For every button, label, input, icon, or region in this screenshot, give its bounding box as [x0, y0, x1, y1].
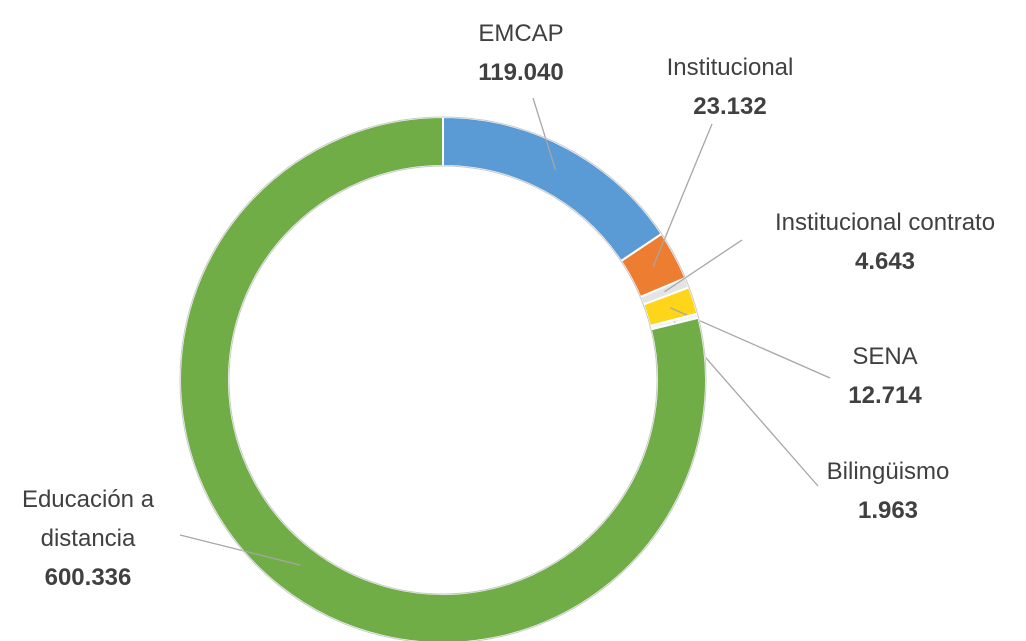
label-name: Institucional contrato: [774, 209, 996, 236]
label-name: Bilingüismo: [826, 458, 950, 485]
label-name: Institucional: [666, 54, 794, 81]
data-label: Educación a distancia 600.336: [0, 480, 176, 597]
label-value: 23.132: [693, 93, 767, 120]
donut-rim: [179, 116, 707, 641]
leader-line: [652, 123, 713, 268]
label-value: 1.963: [857, 497, 919, 524]
leader-line: [179, 534, 301, 566]
data-label: SENA 12.714: [785, 337, 985, 415]
leader-line: [664, 239, 743, 293]
label-name: SENA: [852, 343, 918, 370]
data-label: EMCAP 119.040: [421, 14, 621, 92]
label-value: 600.336: [44, 564, 132, 591]
leader-line: [532, 97, 557, 170]
data-label: Bilingüismo 1.963: [788, 452, 988, 530]
label-name: Educación a distancia: [21, 486, 155, 552]
donut-hole-rim: [228, 165, 658, 595]
label-value: 119.040: [478, 59, 564, 86]
label-name: EMCAP: [478, 20, 564, 47]
donut-slice: [442, 115, 664, 263]
label-value: 4.643: [854, 248, 916, 275]
data-label: Institucional contrato 4.643: [735, 203, 1026, 281]
data-label: Institucional 23.132: [630, 48, 830, 126]
label-value: 12.714: [848, 382, 922, 409]
